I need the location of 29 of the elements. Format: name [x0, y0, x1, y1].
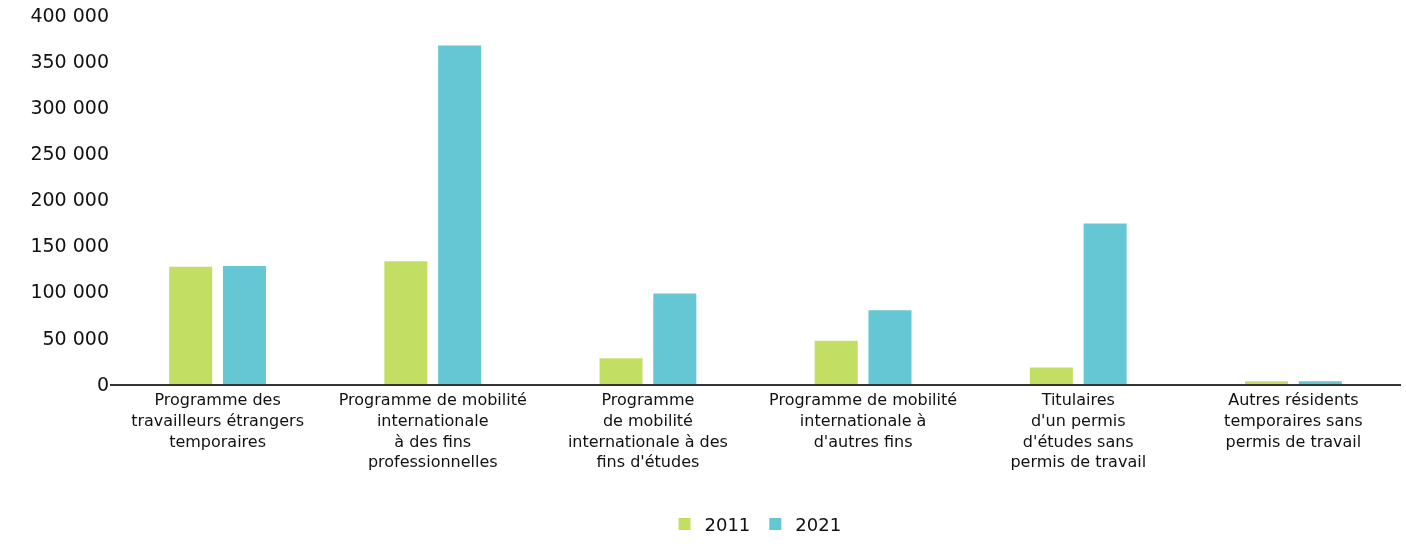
bar: [1029, 367, 1073, 384]
legend-label: 2021: [795, 513, 842, 535]
bar: [1245, 381, 1289, 384]
y-tick-label: 100 000: [30, 280, 109, 303]
bar: [438, 45, 482, 384]
y-tick-label: 250 000: [30, 142, 109, 165]
x-tick-label: Programme de mobilité internationale à des fins d'études: [567, 389, 728, 472]
legend-label: 2011: [704, 513, 751, 535]
bar: [222, 265, 266, 384]
x-tick-label: Programme des travailleurs étrangers temporaires: [131, 389, 304, 451]
bar: [868, 310, 912, 384]
y-tick-label: 0: [96, 372, 109, 395]
x-tick-label: Programme de mobilité internationale à des fins professionnelles: [338, 389, 527, 472]
y-tick-label: 50 000: [42, 326, 109, 349]
bar: [599, 358, 643, 384]
y-tick-label: 350 000: [30, 49, 109, 72]
y-tick-label: 300 000: [30, 95, 109, 118]
y-tick-label: 400 000: [30, 3, 109, 26]
bar: [1083, 223, 1127, 384]
bar: [384, 261, 428, 384]
bar: [1298, 381, 1342, 384]
x-tick-label: Titulaires d'un permis d'études sans permis de travail: [1010, 389, 1147, 472]
bar: [653, 293, 697, 384]
bar: [814, 340, 858, 384]
x-tick-label: Programme de mobilité internationale à d'autres fins: [769, 389, 958, 451]
x-tick-label: Autres résidents temporaires sans permis de travail: [1224, 389, 1363, 451]
y-tick-label: 200 000: [30, 188, 109, 211]
bar: [169, 266, 213, 384]
y-tick-label: 150 000: [30, 234, 109, 257]
